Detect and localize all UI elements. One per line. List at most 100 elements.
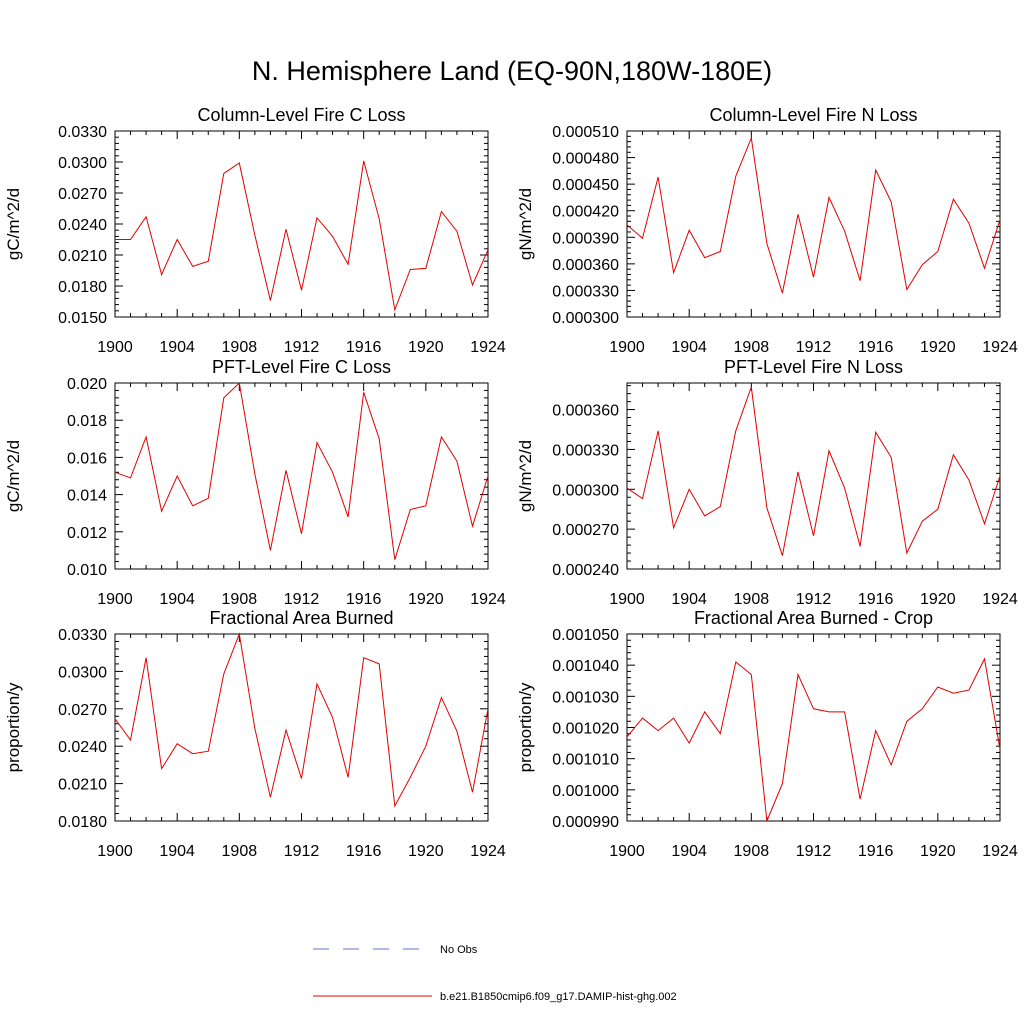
- x-tick-label: 1904: [159, 591, 195, 608]
- y-tick-label: 0.018: [67, 413, 107, 430]
- y-tick-label: 0.0300: [58, 664, 107, 681]
- x-tick-label: 1912: [796, 843, 832, 860]
- y-tick-label: 0.001030: [552, 689, 619, 706]
- y-tick-label: 0.000360: [552, 257, 619, 274]
- y-tick-label: 0.000450: [552, 177, 619, 194]
- y-axis-label: proportion/y: [516, 682, 535, 772]
- legend: No Obs b.e21.B1850cmip6.f09_g17.DAMIP-hi…: [313, 944, 677, 1003]
- panel-2: 1900 1904 1908 1912 1916 1920 1924 0.000300 0.00…: [516, 105, 1018, 356]
- x-tick-label: 1912: [284, 843, 320, 860]
- x-tick-label: 1908: [222, 591, 258, 608]
- series-line: [626, 386, 1001, 556]
- panel-4: 1900 1904 1908 1912 1916 1920 1924 0.000240 0.00…: [516, 357, 1018, 608]
- y-tick-label: 0.020: [67, 376, 107, 393]
- y-tick-label: 0.0240: [58, 217, 107, 234]
- x-tick-label: 1924: [470, 339, 506, 356]
- y-tick-label: 0.000330: [552, 283, 619, 300]
- x-tick-label: 1920: [920, 339, 956, 356]
- x-tick-label: 1904: [671, 339, 707, 356]
- y-tick-label: 0.010: [67, 562, 107, 579]
- x-tick-label: 1920: [920, 843, 956, 860]
- panel-6: 1900 1904 1908 1912 1916 1920 1924 0.000990 0.00…: [516, 608, 1018, 860]
- x-tick-label: 1916: [346, 843, 382, 860]
- panel-title: Fractional Area Burned - Crop: [694, 608, 933, 628]
- x-tick-label: 1904: [671, 843, 707, 860]
- y-tick-label: 0.000510: [552, 124, 619, 141]
- x-tick-label: 1908: [734, 843, 770, 860]
- x-tick-label: 1912: [284, 339, 320, 356]
- y-tick-label: 0.000360: [552, 403, 619, 420]
- panel-1: 1900 1904 1908 1912 1916 1920 1924 0.0150 0.0180…: [4, 105, 506, 356]
- x-tick-label: 1912: [796, 339, 832, 356]
- y-tick-label: 0.000480: [552, 151, 619, 168]
- y-tick-label: 0.000390: [552, 230, 619, 247]
- y-tick-label: 0.0150: [58, 310, 107, 327]
- x-tick-label: 1908: [222, 843, 258, 860]
- y-tick-label: 0.0330: [58, 627, 107, 644]
- x-tick-label: 1904: [671, 591, 707, 608]
- x-tick-label: 1900: [97, 843, 133, 860]
- x-tick-label: 1908: [222, 339, 258, 356]
- x-tick-label: 1920: [920, 591, 956, 608]
- plot-frame: [626, 382, 1001, 570]
- x-tick-label: 1924: [982, 339, 1018, 356]
- y-tick-label: 0.001020: [552, 721, 619, 738]
- y-tick-label: 0.000300: [552, 482, 619, 499]
- x-tick-label: 1924: [470, 843, 506, 860]
- panel-title: Column-Level Fire C Loss: [197, 105, 405, 125]
- x-tick-label: 1900: [97, 339, 133, 356]
- x-tick-label: 1912: [284, 591, 320, 608]
- series-line: [114, 381, 489, 560]
- series-line: [626, 657, 1001, 822]
- y-axis-label: gC/m^2/d: [4, 188, 23, 260]
- y-tick-label: 0.000420: [552, 204, 619, 221]
- x-tick-label: 1908: [734, 591, 770, 608]
- panel-5: 1900 1904 1908 1912 1916 1920 1924 0.0180 0.0210…: [4, 608, 506, 860]
- plot-frame: [626, 130, 1001, 318]
- x-tick-label: 1900: [609, 591, 645, 608]
- y-tick-label: 0.001000: [552, 783, 619, 800]
- x-tick-label: 1920: [408, 843, 444, 860]
- x-tick-label: 1904: [159, 339, 195, 356]
- x-tick-label: 1916: [858, 591, 894, 608]
- legend-label-no-obs: No Obs: [440, 944, 478, 956]
- y-tick-label: 0.0240: [58, 739, 107, 756]
- y-tick-label: 0.0270: [58, 186, 107, 203]
- y-tick-label: 0.0330: [58, 124, 107, 141]
- x-tick-label: 1900: [609, 339, 645, 356]
- x-tick-label: 1908: [734, 339, 770, 356]
- y-tick-label: 0.0210: [58, 248, 107, 265]
- x-tick-label: 1920: [408, 591, 444, 608]
- y-tick-label: 0.012: [67, 525, 107, 542]
- y-axis-label: gN/m^2/d: [516, 188, 535, 260]
- x-tick-label: 1900: [97, 591, 133, 608]
- series-line: [626, 136, 1001, 294]
- y-tick-label: 0.000990: [552, 814, 619, 831]
- x-tick-label: 1916: [346, 591, 382, 608]
- series-line: [115, 160, 489, 312]
- y-tick-label: 0.014: [67, 488, 107, 505]
- y-tick-label: 0.0180: [58, 814, 107, 831]
- y-axis-label: gN/m^2/d: [516, 440, 535, 512]
- x-tick-label: 1924: [982, 843, 1018, 860]
- x-tick-label: 1920: [408, 339, 444, 356]
- y-axis-label: gC/m^2/d: [4, 440, 23, 512]
- figure-title: N. Hemisphere Land (EQ-90N,180W-180E): [251, 56, 773, 86]
- plot-frame: [626, 633, 1001, 822]
- x-tick-label: 1916: [858, 339, 894, 356]
- y-tick-label: 0.0180: [58, 279, 107, 296]
- x-tick-label: 1924: [470, 591, 506, 608]
- x-tick-label: 1904: [159, 843, 195, 860]
- y-tick-label: 0.000330: [552, 442, 619, 459]
- x-tick-label: 1916: [346, 339, 382, 356]
- panel-title: Fractional Area Burned: [209, 608, 393, 628]
- panel-title: Column-Level Fire N Loss: [709, 105, 917, 125]
- y-tick-label: 0.001010: [552, 752, 619, 769]
- x-tick-label: 1924: [982, 591, 1018, 608]
- y-tick-label: 0.016: [67, 450, 107, 467]
- y-tick-label: 0.000270: [552, 522, 619, 539]
- y-tick-label: 0.001050: [552, 627, 619, 644]
- y-axis-label: proportion/y: [4, 682, 23, 772]
- panel-title: PFT-Level Fire N Loss: [724, 357, 903, 377]
